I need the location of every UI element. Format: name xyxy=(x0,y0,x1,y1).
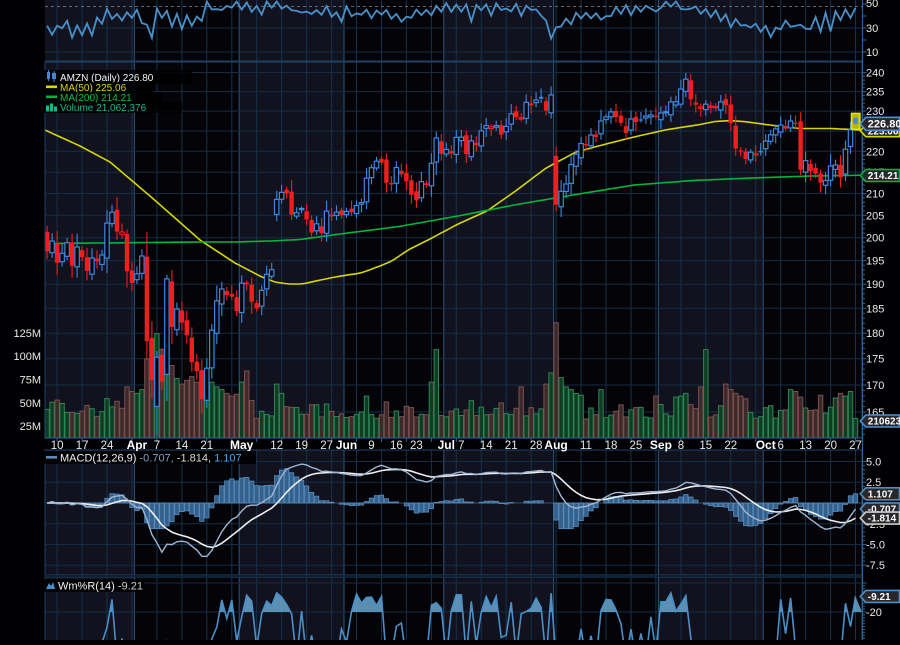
svg-text:185: 185 xyxy=(866,303,884,315)
svg-text:MACD(12,26,9) -0.707, -1.814,: MACD(12,26,9) -0.707, -1.814, 1.107 xyxy=(60,453,242,465)
svg-text:230: 230 xyxy=(866,106,884,118)
svg-text:1.107: 1.107 xyxy=(868,489,893,500)
svg-text:200: 200 xyxy=(866,233,884,245)
svg-text:9: 9 xyxy=(368,440,374,452)
svg-text:-5.0: -5.0 xyxy=(866,540,885,552)
svg-text:50M: 50M xyxy=(20,398,41,410)
svg-text:Jul: Jul xyxy=(438,438,455,452)
svg-text:19: 19 xyxy=(295,440,308,452)
svg-text:AMZN (Daily) 226.80: AMZN (Daily) 226.80 xyxy=(60,73,154,84)
svg-text:27: 27 xyxy=(320,440,333,452)
svg-text:7: 7 xyxy=(458,440,464,452)
svg-text:-7.5: -7.5 xyxy=(866,560,885,572)
svg-text:-1.814: -1.814 xyxy=(868,514,897,525)
svg-text:10: 10 xyxy=(51,440,64,452)
svg-text:28: 28 xyxy=(530,440,543,452)
svg-text:18: 18 xyxy=(605,440,618,452)
svg-text:14: 14 xyxy=(480,440,493,452)
svg-text:11: 11 xyxy=(580,440,592,452)
svg-text:21: 21 xyxy=(200,440,213,452)
svg-text:100M: 100M xyxy=(13,351,41,363)
svg-text:14: 14 xyxy=(176,440,189,452)
svg-text:Apr: Apr xyxy=(127,438,148,452)
svg-text:-20: -20 xyxy=(866,607,882,619)
svg-text:17: 17 xyxy=(76,440,89,452)
svg-text:220: 220 xyxy=(866,146,884,158)
svg-text:MA(200) 214.21: MA(200) 214.21 xyxy=(60,93,132,104)
svg-text:15: 15 xyxy=(699,440,712,452)
svg-text:205: 205 xyxy=(866,210,884,222)
svg-text:Volume 21,062,376: Volume 21,062,376 xyxy=(60,103,147,114)
svg-text:10: 10 xyxy=(866,47,878,59)
svg-text:Oct: Oct xyxy=(756,438,776,452)
svg-text:25M: 25M xyxy=(20,421,41,433)
svg-text:6: 6 xyxy=(777,440,783,452)
svg-text:13: 13 xyxy=(799,440,812,452)
svg-text:22: 22 xyxy=(724,440,737,452)
svg-text:225.06: 225.06 xyxy=(868,126,899,137)
svg-text:235: 235 xyxy=(866,87,884,99)
svg-text:214.21: 214.21 xyxy=(868,171,899,182)
svg-text:175: 175 xyxy=(866,354,884,366)
svg-text:MA(50) 225.06: MA(50) 225.06 xyxy=(60,83,127,94)
svg-text:27: 27 xyxy=(849,440,862,452)
svg-text:7: 7 xyxy=(154,440,160,452)
svg-text:5.0: 5.0 xyxy=(866,457,881,469)
svg-text:180: 180 xyxy=(866,328,884,340)
svg-text:30: 30 xyxy=(866,23,878,35)
svg-text:Aug: Aug xyxy=(544,438,567,452)
svg-text:21: 21 xyxy=(505,440,518,452)
svg-text:23: 23 xyxy=(410,440,423,452)
svg-text:226.80: 226.80 xyxy=(868,119,900,131)
svg-text:240: 240 xyxy=(866,68,884,80)
svg-text:2.5: 2.5 xyxy=(866,477,881,489)
svg-text:24: 24 xyxy=(101,440,114,452)
svg-text:Sep: Sep xyxy=(650,438,672,452)
svg-text:50: 50 xyxy=(866,0,878,10)
svg-text:195: 195 xyxy=(866,256,884,268)
svg-text:16: 16 xyxy=(390,440,403,452)
svg-text:Wm%R(14) -9.21: Wm%R(14) -9.21 xyxy=(58,581,143,593)
svg-text:210623: 210623 xyxy=(868,417,900,428)
svg-text:25: 25 xyxy=(630,440,643,452)
svg-text:75M: 75M xyxy=(20,375,41,387)
svg-text:8: 8 xyxy=(678,440,684,452)
svg-text:20: 20 xyxy=(824,440,837,452)
svg-text:210: 210 xyxy=(866,189,884,201)
svg-text:170: 170 xyxy=(866,380,884,392)
svg-text:12: 12 xyxy=(270,440,283,452)
svg-text:125M: 125M xyxy=(13,328,41,340)
svg-text:Jun: Jun xyxy=(336,438,357,452)
svg-text:-9.21: -9.21 xyxy=(868,592,891,603)
svg-text:190: 190 xyxy=(866,279,884,291)
svg-text:-0.707: -0.707 xyxy=(868,505,897,516)
svg-text:May: May xyxy=(230,438,254,452)
